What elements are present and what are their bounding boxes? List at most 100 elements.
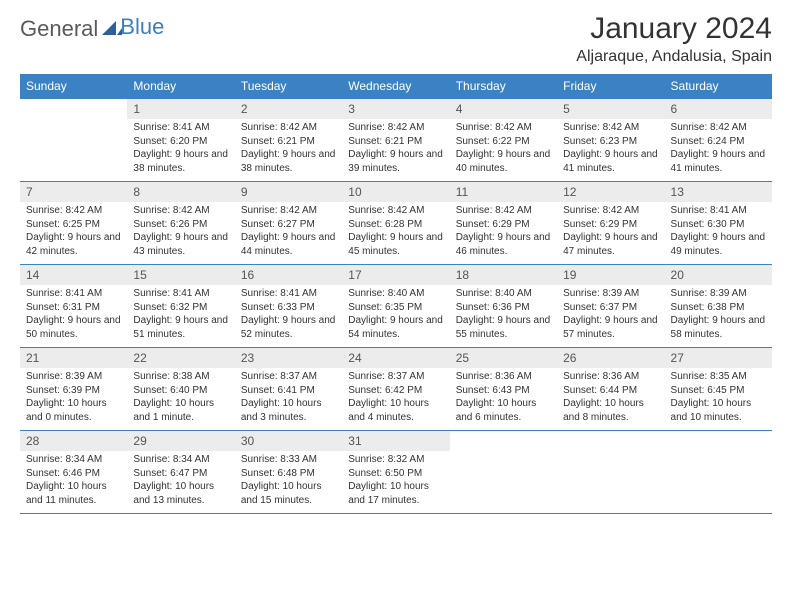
sunset-text: Sunset: 6:20 PM bbox=[133, 135, 228, 149]
sunrise-text: Sunrise: 8:42 AM bbox=[348, 121, 443, 135]
dayname-tue: Tuesday bbox=[235, 74, 342, 99]
sunset-text: Sunset: 6:22 PM bbox=[456, 135, 551, 149]
day-cell: 23Sunrise: 8:37 AMSunset: 6:41 PMDayligh… bbox=[235, 348, 342, 431]
week-row: 7Sunrise: 8:42 AMSunset: 6:25 PMDaylight… bbox=[20, 182, 772, 265]
day-cell bbox=[20, 99, 127, 182]
day-cell: 8Sunrise: 8:42 AMSunset: 6:26 PMDaylight… bbox=[127, 182, 234, 265]
day-number: 15 bbox=[127, 265, 234, 285]
daylight-text: Daylight: 9 hours and 41 minutes. bbox=[563, 148, 658, 175]
day-names-row: Sunday Monday Tuesday Wednesday Thursday… bbox=[20, 74, 772, 99]
daylight-text: Daylight: 9 hours and 47 minutes. bbox=[563, 231, 658, 258]
day-number: 8 bbox=[127, 182, 234, 202]
sunset-text: Sunset: 6:38 PM bbox=[671, 301, 766, 315]
day-number: 4 bbox=[450, 99, 557, 119]
day-content bbox=[665, 437, 772, 487]
day-cell: 7Sunrise: 8:42 AMSunset: 6:25 PMDaylight… bbox=[20, 182, 127, 265]
daylight-text: Daylight: 10 hours and 10 minutes. bbox=[671, 397, 766, 424]
week-row: 14Sunrise: 8:41 AMSunset: 6:31 PMDayligh… bbox=[20, 265, 772, 348]
daylight-text: Daylight: 10 hours and 8 minutes. bbox=[563, 397, 658, 424]
sunset-text: Sunset: 6:42 PM bbox=[348, 384, 443, 398]
day-cell: 9Sunrise: 8:42 AMSunset: 6:27 PMDaylight… bbox=[235, 182, 342, 265]
daylight-text: Daylight: 9 hours and 45 minutes. bbox=[348, 231, 443, 258]
day-number: 19 bbox=[557, 265, 664, 285]
day-number: 24 bbox=[342, 348, 449, 368]
logo-text-blue: Blue bbox=[120, 14, 164, 40]
sunrise-text: Sunrise: 8:40 AM bbox=[456, 287, 551, 301]
day-cell: 21Sunrise: 8:39 AMSunset: 6:39 PMDayligh… bbox=[20, 348, 127, 431]
day-content: Sunrise: 8:33 AMSunset: 6:48 PMDaylight:… bbox=[235, 451, 342, 513]
sunset-text: Sunset: 6:48 PM bbox=[241, 467, 336, 481]
sunrise-text: Sunrise: 8:32 AM bbox=[348, 453, 443, 467]
sunset-text: Sunset: 6:44 PM bbox=[563, 384, 658, 398]
daylight-text: Daylight: 9 hours and 52 minutes. bbox=[241, 314, 336, 341]
day-cell: 28Sunrise: 8:34 AMSunset: 6:46 PMDayligh… bbox=[20, 431, 127, 514]
day-number: 9 bbox=[235, 182, 342, 202]
day-cell: 16Sunrise: 8:41 AMSunset: 6:33 PMDayligh… bbox=[235, 265, 342, 348]
daylight-text: Daylight: 9 hours and 50 minutes. bbox=[26, 314, 121, 341]
day-number: 6 bbox=[665, 99, 772, 119]
day-content: Sunrise: 8:34 AMSunset: 6:46 PMDaylight:… bbox=[20, 451, 127, 513]
day-cell: 11Sunrise: 8:42 AMSunset: 6:29 PMDayligh… bbox=[450, 182, 557, 265]
daylight-text: Daylight: 9 hours and 49 minutes. bbox=[671, 231, 766, 258]
sunset-text: Sunset: 6:50 PM bbox=[348, 467, 443, 481]
daylight-text: Daylight: 9 hours and 58 minutes. bbox=[671, 314, 766, 341]
day-content: Sunrise: 8:39 AMSunset: 6:38 PMDaylight:… bbox=[665, 285, 772, 347]
day-cell: 27Sunrise: 8:35 AMSunset: 6:45 PMDayligh… bbox=[665, 348, 772, 431]
sunset-text: Sunset: 6:21 PM bbox=[241, 135, 336, 149]
daylight-text: Daylight: 10 hours and 0 minutes. bbox=[26, 397, 121, 424]
day-cell: 2Sunrise: 8:42 AMSunset: 6:21 PMDaylight… bbox=[235, 99, 342, 182]
sunset-text: Sunset: 6:47 PM bbox=[133, 467, 228, 481]
daylight-text: Daylight: 9 hours and 43 minutes. bbox=[133, 231, 228, 258]
day-cell: 14Sunrise: 8:41 AMSunset: 6:31 PMDayligh… bbox=[20, 265, 127, 348]
day-number: 10 bbox=[342, 182, 449, 202]
day-cell: 1 Sunrise: 8:41 AMSunset: 6:20 PMDaylight… bbox=[127, 99, 234, 182]
day-content: Sunrise: 8:41 AMSunset: 6:33 PMDaylight:… bbox=[235, 285, 342, 347]
daylight-text: Daylight: 10 hours and 6 minutes. bbox=[456, 397, 551, 424]
day-content: Sunrise: 8:42 AMSunset: 6:27 PMDaylight:… bbox=[235, 202, 342, 264]
sunrise-text: Sunrise: 8:42 AM bbox=[456, 121, 551, 135]
sunrise-text: Sunrise: 8:42 AM bbox=[563, 204, 658, 218]
sunrise-text: Sunrise: 8:36 AM bbox=[563, 370, 658, 384]
sunset-text: Sunset: 6:39 PM bbox=[26, 384, 121, 398]
dayname-fri: Friday bbox=[557, 74, 664, 99]
day-content: Sunrise: 8:42 AMSunset: 6:21 PMDaylight:… bbox=[235, 119, 342, 181]
dayname-sat: Saturday bbox=[665, 74, 772, 99]
sunrise-text: Sunrise: 8:41 AM bbox=[133, 121, 228, 135]
daylight-text: Daylight: 9 hours and 38 minutes. bbox=[241, 148, 336, 175]
day-cell: 30Sunrise: 8:33 AMSunset: 6:48 PMDayligh… bbox=[235, 431, 342, 514]
day-cell: 15Sunrise: 8:41 AMSunset: 6:32 PMDayligh… bbox=[127, 265, 234, 348]
sunset-text: Sunset: 6:45 PM bbox=[671, 384, 766, 398]
day-cell: 13Sunrise: 8:41 AMSunset: 6:30 PMDayligh… bbox=[665, 182, 772, 265]
daylight-text: Daylight: 10 hours and 15 minutes. bbox=[241, 480, 336, 507]
daylight-text: Daylight: 9 hours and 51 minutes. bbox=[133, 314, 228, 341]
day-content bbox=[20, 105, 127, 155]
month-title: January 2024 bbox=[576, 12, 772, 46]
day-number: 1 bbox=[127, 99, 234, 119]
sunset-text: Sunset: 6:32 PM bbox=[133, 301, 228, 315]
sunset-text: Sunset: 6:23 PM bbox=[563, 135, 658, 149]
day-content: Sunrise: 8:42 AMSunset: 6:24 PMDaylight:… bbox=[665, 119, 772, 181]
sunset-text: Sunset: 6:21 PM bbox=[348, 135, 443, 149]
daylight-text: Daylight: 10 hours and 4 minutes. bbox=[348, 397, 443, 424]
sunrise-text: Sunrise: 8:39 AM bbox=[26, 370, 121, 384]
sunrise-text: Sunrise: 8:39 AM bbox=[671, 287, 766, 301]
week-row: 28Sunrise: 8:34 AMSunset: 6:46 PMDayligh… bbox=[20, 431, 772, 514]
header: General Blue January 2024 Aljaraque, And… bbox=[20, 12, 772, 66]
daylight-text: Daylight: 9 hours and 38 minutes. bbox=[133, 148, 228, 175]
day-cell bbox=[557, 431, 664, 514]
sunrise-text: Sunrise: 8:36 AM bbox=[456, 370, 551, 384]
sunrise-text: Sunrise: 8:34 AM bbox=[133, 453, 228, 467]
dayname-wed: Wednesday bbox=[342, 74, 449, 99]
day-content: Sunrise: 8:42 AMSunset: 6:23 PMDaylight:… bbox=[557, 119, 664, 181]
sunrise-text: Sunrise: 8:34 AM bbox=[26, 453, 121, 467]
day-content: Sunrise: 8:37 AMSunset: 6:41 PMDaylight:… bbox=[235, 368, 342, 430]
day-cell: 6Sunrise: 8:42 AMSunset: 6:24 PMDaylight… bbox=[665, 99, 772, 182]
logo: General Blue bbox=[20, 12, 170, 42]
sunset-text: Sunset: 6:33 PM bbox=[241, 301, 336, 315]
title-block: January 2024 Aljaraque, Andalusia, Spain bbox=[576, 12, 772, 66]
day-number: 25 bbox=[450, 348, 557, 368]
day-content: Sunrise: 8:37 AMSunset: 6:42 PMDaylight:… bbox=[342, 368, 449, 430]
sunrise-text: Sunrise: 8:42 AM bbox=[241, 121, 336, 135]
day-content: Sunrise: 8:39 AMSunset: 6:37 PMDaylight:… bbox=[557, 285, 664, 347]
daylight-text: Daylight: 9 hours and 42 minutes. bbox=[26, 231, 121, 258]
